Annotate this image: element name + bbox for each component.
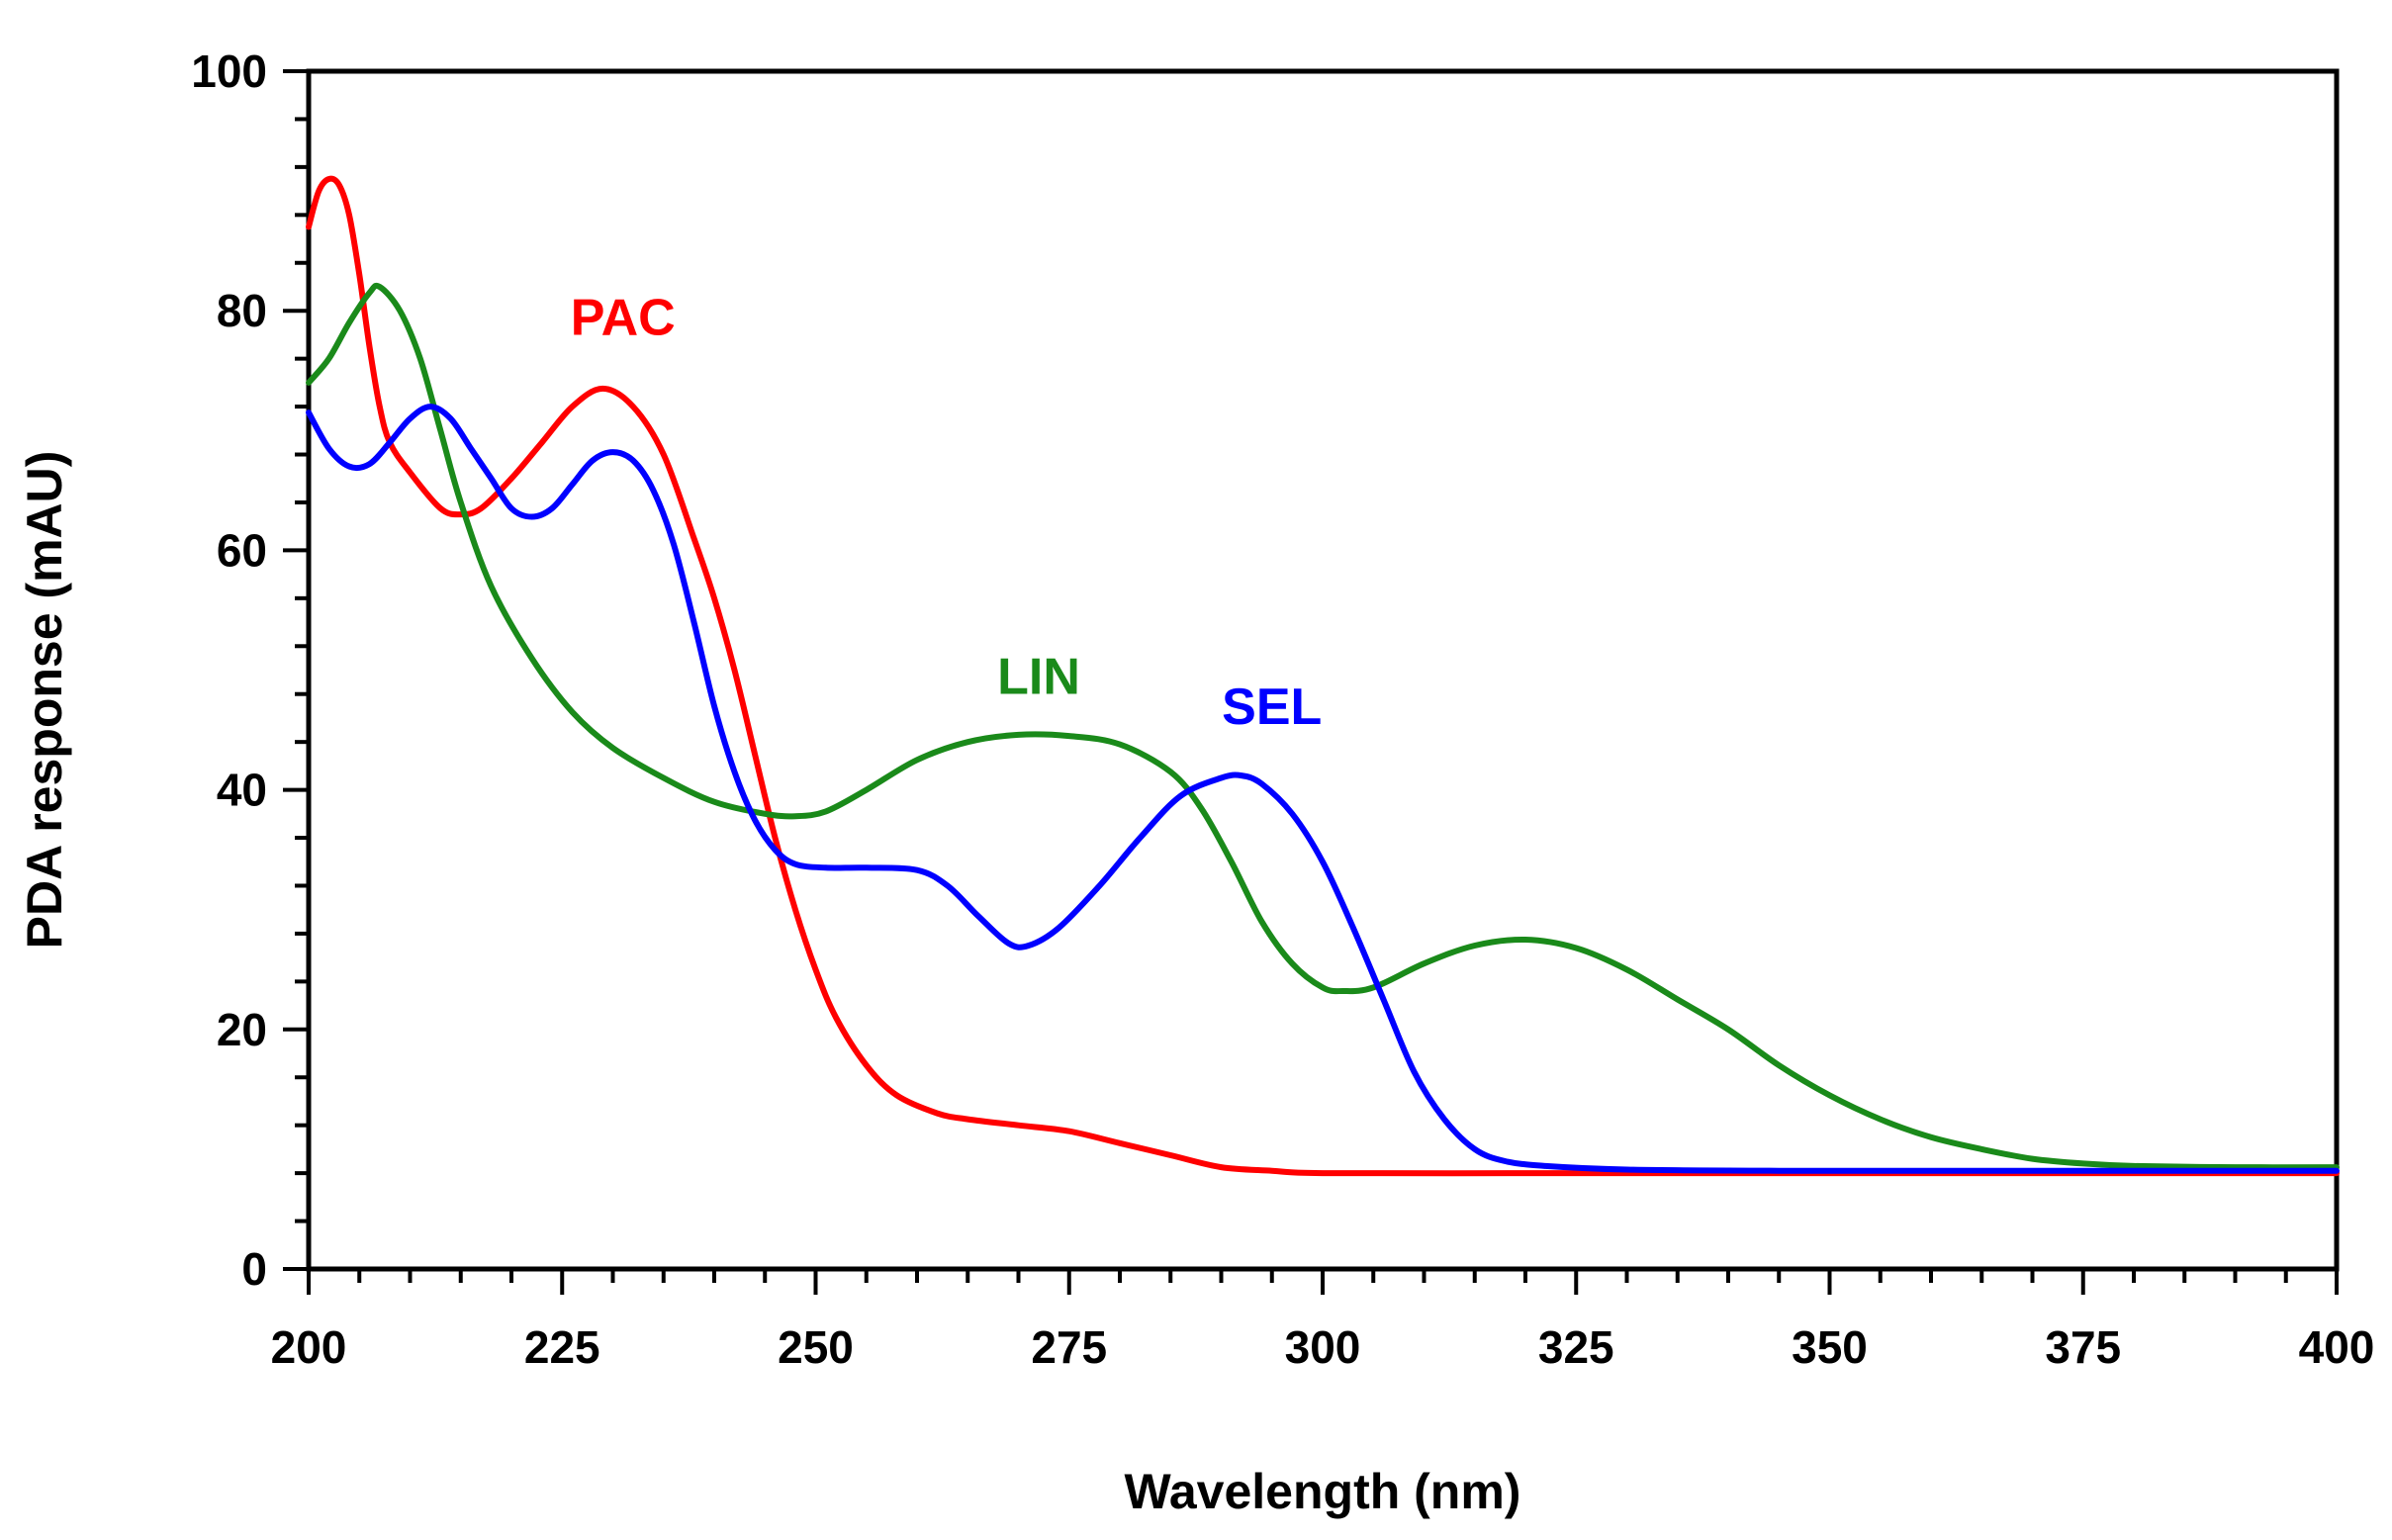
y-tick-label: 0 <box>241 1243 267 1295</box>
series-line-pac <box>306 175 2340 1177</box>
x-tick-label: 300 <box>1285 1321 1361 1373</box>
x-axis-ticks: 200 225 250 275 300 325 350 375 400 <box>271 1269 2375 1373</box>
x-tick-label: 275 <box>1031 1321 1107 1373</box>
x-tick-label: 250 <box>778 1321 854 1373</box>
x-tick-label: 225 <box>524 1321 600 1373</box>
x-tick-label: 375 <box>2045 1321 2121 1373</box>
series-label-lin: LIN <box>997 649 1080 706</box>
x-tick-label: 325 <box>1538 1321 1614 1373</box>
x-tick-label: 400 <box>2299 1321 2375 1373</box>
series-labels: PAC LIN SEL <box>571 289 1323 736</box>
y-tick-label: 40 <box>217 765 267 816</box>
y-axis-label: PDA response (mAU) <box>17 451 72 950</box>
plot-frame <box>306 68 2340 1272</box>
y-tick-label: 80 <box>217 285 267 336</box>
series-lines <box>306 175 2340 1177</box>
x-axis-label: Wavelength (nm) <box>1125 1464 1521 1519</box>
series-line-lin <box>306 282 2340 1171</box>
series-line-sel <box>306 404 2340 1174</box>
x-tick-label: 350 <box>1792 1321 1868 1373</box>
x-tick-label: 200 <box>271 1321 347 1373</box>
y-tick-label: 60 <box>217 524 267 576</box>
series-label-pac: PAC <box>571 289 676 346</box>
y-axis-ticks: 0 20 40 60 80 100 <box>191 45 309 1295</box>
y-tick-label: 100 <box>191 45 267 97</box>
y-tick-label: 20 <box>217 1004 267 1055</box>
series-label-sel: SEL <box>1222 679 1322 736</box>
